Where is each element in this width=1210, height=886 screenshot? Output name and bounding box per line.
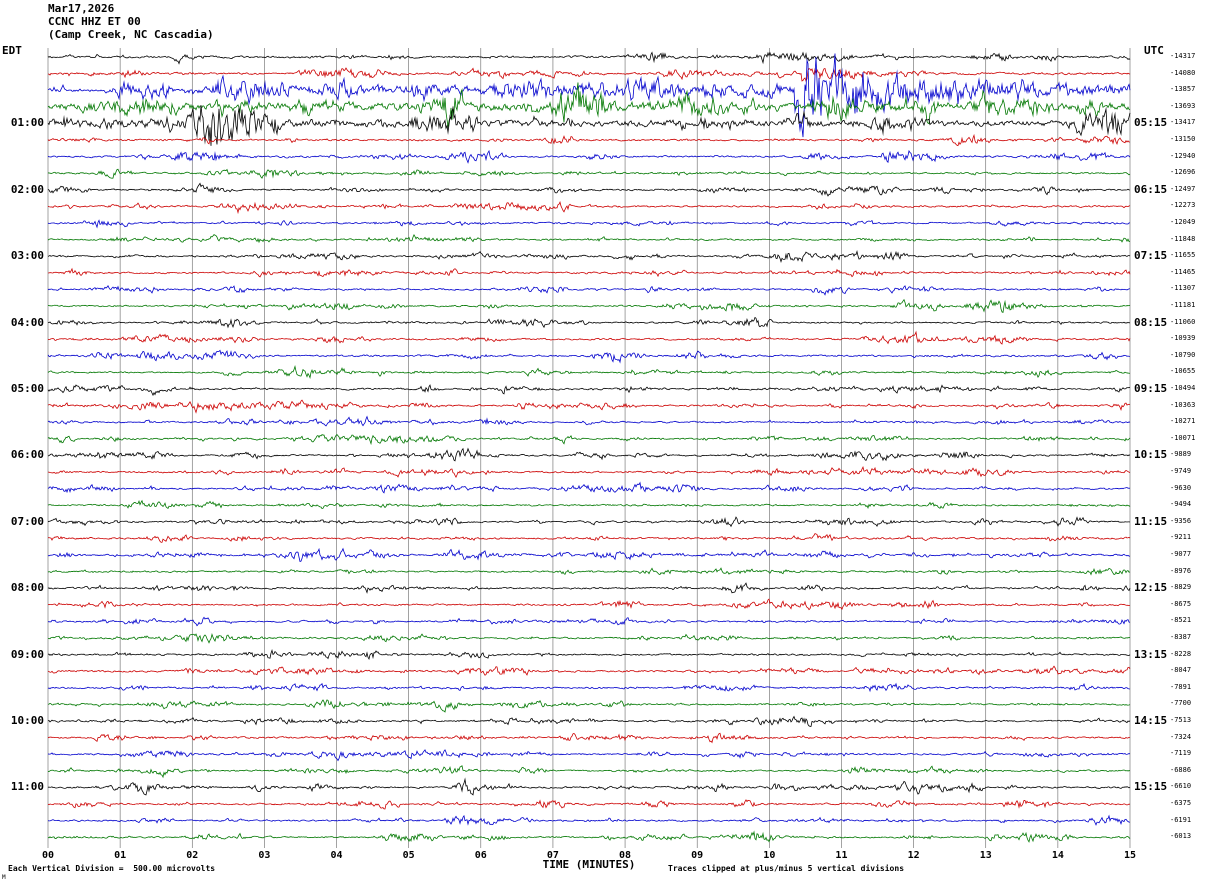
- utc-hour-label: 11:15: [1134, 514, 1168, 528]
- trace-offset-value: -11465: [1170, 267, 1196, 276]
- trace-offset-value: -7324: [1170, 732, 1192, 741]
- edt-hour-label: 05:00: [10, 382, 44, 395]
- trace-offset-value: -8829: [1170, 583, 1192, 592]
- trace-offset-value: -14080: [1170, 68, 1196, 77]
- left-timezone-label: EDT: [2, 44, 22, 57]
- trace-offset-value: -6191: [1170, 815, 1192, 824]
- trace-offset-value: -6375: [1170, 799, 1192, 807]
- utc-hour-label: 13:15: [1134, 647, 1168, 661]
- trace-offset-value: -13693: [1170, 101, 1196, 110]
- trace-offset-value: -6013: [1170, 832, 1192, 841]
- x-tick-label: 03: [258, 850, 271, 861]
- trace-offset-value: -8976: [1170, 566, 1192, 575]
- utc-hour-label: 15:15: [1134, 780, 1168, 794]
- title-station: CCNC HHZ ET 00: [48, 15, 141, 28]
- x-tick-label: 13: [979, 850, 992, 861]
- trace-offset-value: -10790: [1170, 350, 1196, 359]
- edt-hour-label: 01:00: [10, 116, 44, 130]
- trace-offset-value: -9356: [1170, 516, 1192, 525]
- trace-offset-value: -7119: [1170, 749, 1192, 758]
- trace-offset-value: -13417: [1170, 118, 1196, 127]
- x-tick-label: 11: [835, 850, 848, 861]
- edt-hour-label: 11:00: [10, 780, 44, 794]
- x-tick-label: 05: [402, 850, 415, 861]
- edt-hour-label: 03:00: [10, 249, 44, 263]
- trace-offset-value: -7891: [1170, 682, 1192, 691]
- trace-offset-value: -9494: [1170, 500, 1192, 509]
- trace-offset-value: -9077: [1170, 550, 1192, 558]
- utc-hour-label: 12:15: [1134, 581, 1168, 595]
- x-tick-label: 02: [186, 850, 199, 861]
- trace-offset-value: -9211: [1170, 533, 1192, 542]
- trace-offset-value: -12273: [1170, 201, 1196, 210]
- trace-offset-value: -7700: [1170, 699, 1192, 708]
- trace-offset-value: -8387: [1170, 633, 1192, 641]
- title-date: Mar17,2026: [48, 2, 115, 15]
- utc-hour-label: 06:15: [1134, 182, 1168, 196]
- edt-hour-label: 07:00: [10, 514, 44, 528]
- trace-offset-value: -8675: [1170, 599, 1192, 608]
- trace-offset-value: -14317: [1170, 52, 1196, 60]
- corner-glyph: M: [2, 874, 6, 881]
- utc-hour-label: 14:15: [1134, 714, 1168, 727]
- trace-offset-value: -11181: [1170, 301, 1196, 309]
- edt-hour-label: 02:00: [10, 182, 44, 196]
- trace-offset-value: -11307: [1170, 284, 1196, 293]
- utc-hour-label: 09:15: [1134, 382, 1168, 395]
- x-tick-label: 15: [1123, 850, 1137, 861]
- x-tick-label: 08: [619, 850, 632, 861]
- x-tick-label: 00: [41, 850, 55, 861]
- x-tick-label: 06: [474, 850, 487, 861]
- edt-hour-label: 06:00: [10, 448, 44, 462]
- right-timezone-label: UTC: [1144, 44, 1164, 57]
- trace-offset-value: -12696: [1170, 168, 1196, 177]
- trace-offset-value: -9889: [1170, 450, 1192, 459]
- trace-offset-value: -12497: [1170, 184, 1196, 193]
- x-tick-label: 10: [763, 850, 776, 861]
- trace-offset-value: -12049: [1170, 218, 1196, 226]
- utc-hour-label: 08:15: [1134, 315, 1168, 329]
- edt-hour-label: 10:00: [10, 714, 44, 727]
- trace-offset-value: -10655: [1170, 367, 1196, 376]
- trace-offset-value: -10494: [1170, 384, 1196, 392]
- trace-offset-value: -10939: [1170, 334, 1196, 343]
- vertical-division-note: Each Vertical Division = 500.00 microvol…: [8, 864, 216, 873]
- utc-hour-label: 07:15: [1134, 249, 1168, 263]
- trace-offset-value: -8047: [1170, 666, 1192, 675]
- plot-title: Mar17,2026 CCNC HHZ ET 00 (Camp Creek, N…: [48, 2, 214, 41]
- trace-offset-value: -10363: [1170, 400, 1196, 409]
- trace-offset-value: -13150: [1170, 135, 1196, 143]
- x-tick-label: 09: [691, 850, 704, 861]
- trace-offset-value: -6610: [1170, 782, 1192, 791]
- edt-hour-label: 09:00: [10, 647, 44, 661]
- utc-hour-label: 05:15: [1134, 116, 1168, 130]
- utc-hour-label: 10:15: [1134, 448, 1168, 462]
- x-tick-label: 12: [907, 850, 920, 861]
- edt-hour-label: 04:00: [10, 315, 44, 329]
- trace-offset-value: -6886: [1170, 765, 1192, 774]
- x-tick-label: 14: [1051, 850, 1064, 861]
- trace-offset-value: -9749: [1170, 467, 1192, 475]
- trace-offset-value: -11060: [1170, 317, 1196, 326]
- trace-offset-value: -8228: [1170, 649, 1192, 658]
- trace-offset-value: -13857: [1170, 85, 1196, 94]
- trace-offset-value: -10271: [1170, 417, 1196, 426]
- x-tick-label: 07: [546, 850, 559, 861]
- trace-offset-value: -11655: [1170, 251, 1196, 260]
- x-axis-label: TIME (MINUTES): [542, 858, 636, 871]
- x-tick-label: 01: [114, 850, 127, 861]
- trace-offset-value: -7513: [1170, 716, 1192, 724]
- trace-offset-value: -9630: [1170, 483, 1192, 492]
- trace-offset-value: -12940: [1170, 151, 1196, 160]
- title-location: (Camp Creek, NC Cascadia): [48, 28, 214, 41]
- trace-offset-value: -10071: [1170, 433, 1196, 442]
- trace-offset-value: -8521: [1170, 616, 1192, 625]
- trace-offset-value: -11848: [1170, 234, 1196, 243]
- edt-hour-label: 08:00: [10, 581, 44, 595]
- clipping-note: Traces clipped at plus/minus 5 vertical …: [668, 864, 905, 873]
- x-tick-label: 04: [330, 850, 343, 861]
